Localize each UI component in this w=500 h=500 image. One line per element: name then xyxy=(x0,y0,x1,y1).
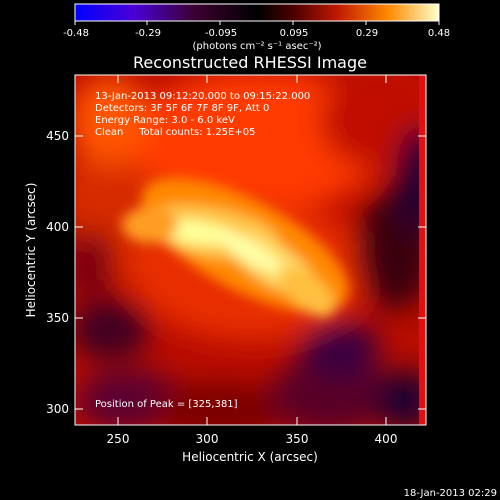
x-tick-label: 300 xyxy=(196,432,219,446)
colorbar-tick: 0.095 xyxy=(280,28,309,39)
colorbar-tick: -0.48 xyxy=(63,28,89,39)
x-tick-label: 350 xyxy=(286,432,309,446)
colorbar-units: (photons cm⁻² s⁻¹ asec⁻²) xyxy=(192,41,321,52)
y-tick-label: 350 xyxy=(46,311,69,325)
y-axis-label: Heliocentric Y (arcsec) xyxy=(24,183,38,318)
x-axis-label: Heliocentric X (arcsec) xyxy=(182,450,318,464)
rhessi-image xyxy=(75,75,426,425)
x-tick-label: 250 xyxy=(107,432,130,446)
y-tick-label: 400 xyxy=(46,220,69,234)
colorbar-tick: -0.29 xyxy=(135,28,161,39)
time-range: 13-Jan-2013 09:12:20.000 to 09:15:22.000 xyxy=(95,91,310,102)
x-tick-label: 400 xyxy=(375,432,398,446)
peak-position: Position of Peak = [325,381] xyxy=(95,399,238,410)
colorbar xyxy=(75,4,439,21)
colorbar-tick: -0.095 xyxy=(205,28,237,39)
y-tick-label: 450 xyxy=(46,129,69,143)
clean-info: Clean Total counts: 1.25E+05 xyxy=(95,127,255,138)
colorbar-tick: 0.48 xyxy=(428,28,450,39)
detectors: Detectors: 3F 5F 6F 7F 8F 9F, Att 0 xyxy=(95,103,269,114)
colorbar-tick: 0.29 xyxy=(356,28,378,39)
y-tick-label: 300 xyxy=(46,402,69,416)
plot-title: Reconstructed RHESSI Image xyxy=(133,53,367,72)
plot-frame xyxy=(74,74,427,426)
energy-range: Energy Range: 3.0 - 6.0 keV xyxy=(95,115,235,126)
footer-timestamp: 18-Jan-2013 02:29 xyxy=(404,488,497,499)
